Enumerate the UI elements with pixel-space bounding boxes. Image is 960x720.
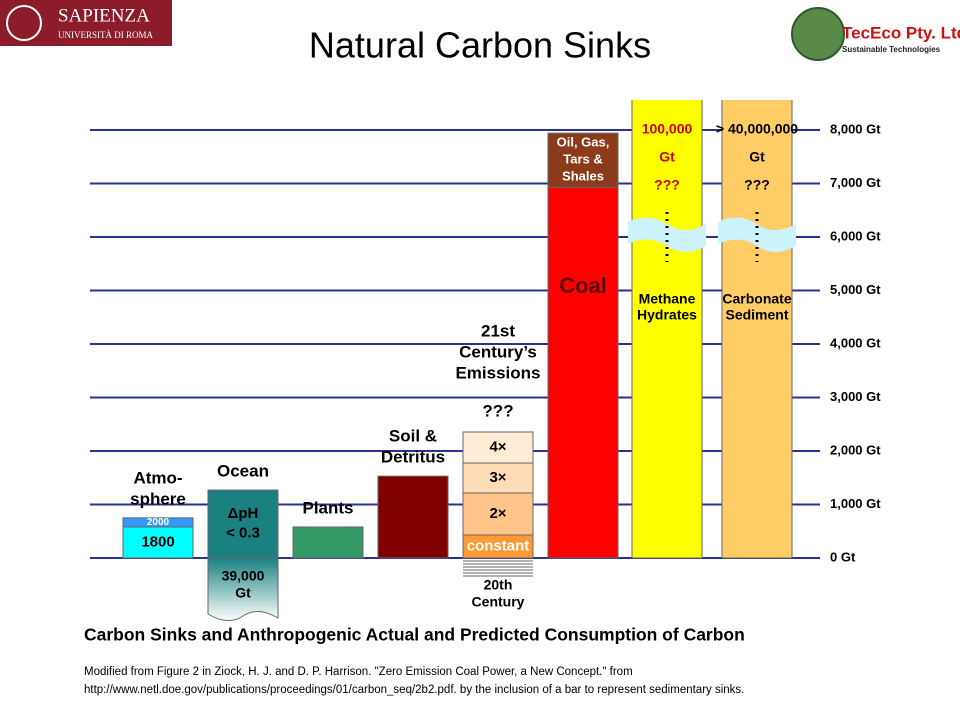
bar-segment [547, 132, 619, 188]
source-text: http://www.netl.doe.gov/publications/pro… [84, 684, 744, 696]
segment-label: 1800 [141, 533, 174, 550]
bar-note: ??? [482, 401, 513, 420]
bar-segment [122, 526, 194, 559]
below-label: 39,000 [222, 568, 265, 584]
y-tick-label: 6,000 Gt [830, 228, 881, 243]
bar-label: sphere [130, 489, 186, 508]
segment-label: Shales [562, 169, 604, 184]
ocean-depth [207, 557, 279, 621]
logo-text: Sustainable Technologies [842, 45, 941, 54]
y-tick-label: 2,000 Gt [830, 442, 881, 457]
slide-title: Natural Carbon Sinks [309, 25, 651, 66]
bar-segment [122, 517, 194, 528]
bar-label: Atmo- [133, 468, 182, 487]
bar-segment [721, 100, 793, 559]
bar-label: Emissions [455, 363, 540, 382]
bars [122, 100, 793, 559]
bar-note: ??? [744, 177, 770, 193]
logo-text: SAPIENZA [58, 5, 150, 26]
logo-text: TecEco Pty. Ltd. [842, 23, 960, 42]
bar-segment [207, 489, 279, 559]
bar-segment [631, 100, 703, 559]
bar-label: Hydrates [637, 307, 697, 323]
y-tick-label: 5,000 Gt [830, 282, 881, 297]
bar-label: Methane [639, 291, 696, 307]
bar-segment [462, 462, 534, 494]
source-text: Modified from Figure 2 in Ziock, H. J. a… [84, 666, 633, 678]
segment-label: Oil, Gas, [557, 135, 610, 150]
chart: 0 Gt 1,000 Gt 2,000 Gt 3,000 Gt 4,000 Gt 5,00… [90, 100, 881, 621]
bar-segment [547, 186, 619, 559]
y-tick-label: 1,000 Gt [830, 496, 881, 511]
bar-label: Plants [302, 498, 353, 517]
bar-label: Soil & [389, 427, 437, 446]
y-tick-label: 0 Gt [830, 549, 856, 564]
below-label: Century [472, 594, 525, 610]
bar-note: ??? [654, 177, 680, 193]
segment-label: 2× [489, 505, 506, 522]
y-tick-label: 8,000 Gt [830, 121, 881, 136]
caption: Carbon Sinks and Anthropogenic Actual an… [84, 625, 745, 645]
logo-text: UNIVERSITÀ DI ROMA [58, 30, 153, 40]
bar-label: Century’s [459, 342, 537, 361]
segment-label: 2000 [147, 517, 170, 528]
bar-segment [377, 475, 449, 559]
segment-label: Tars & [563, 152, 603, 167]
bar-label: Sediment [725, 307, 788, 323]
y-tick-label: 4,000 Gt [830, 335, 881, 350]
globe-logo [791, 7, 845, 61]
segment-label: constant [467, 537, 530, 554]
y-tick-label: 3,000 Gt [830, 389, 881, 404]
bar-note: Gt [659, 149, 675, 165]
segment-label: 4× [489, 438, 506, 455]
bar-note: > 40,000,000 [716, 121, 798, 137]
segment-label: 3× [489, 469, 506, 486]
bar-segment [462, 431, 534, 464]
segment-label: ΔpH [228, 505, 259, 522]
bar-note: Gt [749, 149, 765, 165]
bar-label: Ocean [217, 462, 269, 481]
bar-label: 21st [481, 321, 515, 340]
bar-label: Carbonate [722, 291, 791, 307]
bar-label: Detritus [381, 448, 445, 467]
y-tick-label: 7,000 Gt [830, 175, 881, 190]
below-label: Gt [235, 585, 251, 601]
bar-segment [292, 526, 364, 559]
logo-seal [6, 5, 42, 41]
left-logo [0, 0, 172, 46]
segment-label: Coal [559, 273, 607, 298]
below-label: 20th [484, 577, 513, 593]
bar-segment [462, 492, 534, 536]
segment-label: < 0.3 [226, 525, 260, 542]
bar-note: 100,000 [642, 121, 693, 137]
